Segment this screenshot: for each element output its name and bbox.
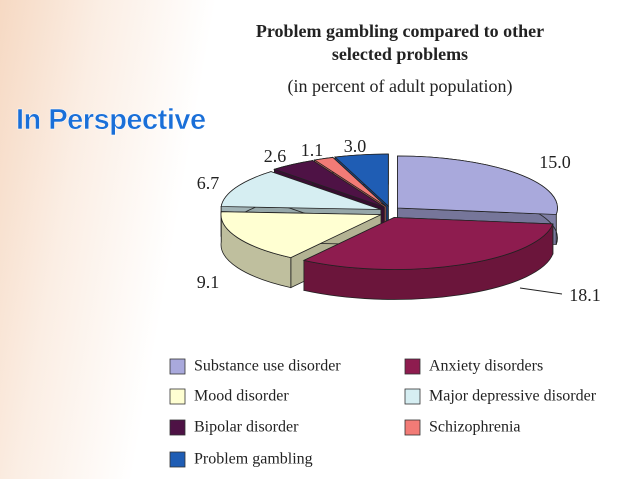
legend-swatch [404, 419, 421, 436]
leader-line [519, 287, 563, 295]
legend-label: Major depressive disorder [429, 388, 597, 405]
value-label: 3.0 [344, 136, 367, 156]
legend-swatch [169, 358, 186, 375]
value-label: 2.6 [264, 146, 287, 166]
slide-heading: In Perspective [16, 104, 207, 137]
legend-swatch [169, 419, 186, 436]
legend-label: Substance use disorder [194, 358, 341, 375]
legend-label: Anxiety disorders [429, 358, 543, 375]
legend-swatch [404, 358, 421, 375]
legend-label: Bipolar disorder [194, 419, 299, 436]
legend-label: Schizophrenia [429, 419, 521, 436]
value-label: 15.0 [539, 152, 571, 172]
slice-top [302, 217, 554, 270]
slice [302, 216, 554, 300]
slice-top [220, 171, 382, 210]
legend-swatch [169, 451, 186, 468]
value-label: 18.1 [569, 285, 601, 305]
legend-label: Mood disorder [194, 388, 289, 405]
value-label: 9.1 [197, 272, 220, 292]
legend-swatch [404, 388, 421, 405]
legend-label: Problem gambling [194, 451, 313, 468]
value-label: 6.7 [197, 173, 220, 193]
slice-top [220, 211, 382, 259]
slice-top [313, 157, 387, 207]
slice-top [273, 160, 385, 208]
slice-top [334, 153, 389, 207]
value-label: 1.1 [301, 140, 324, 160]
slice-top [397, 155, 558, 215]
chart-title: Problem gambling compared to other selec… [255, 21, 545, 64]
chart-subtitle: (in percent of adult population) [287, 76, 513, 96]
legend-swatch [169, 388, 186, 405]
